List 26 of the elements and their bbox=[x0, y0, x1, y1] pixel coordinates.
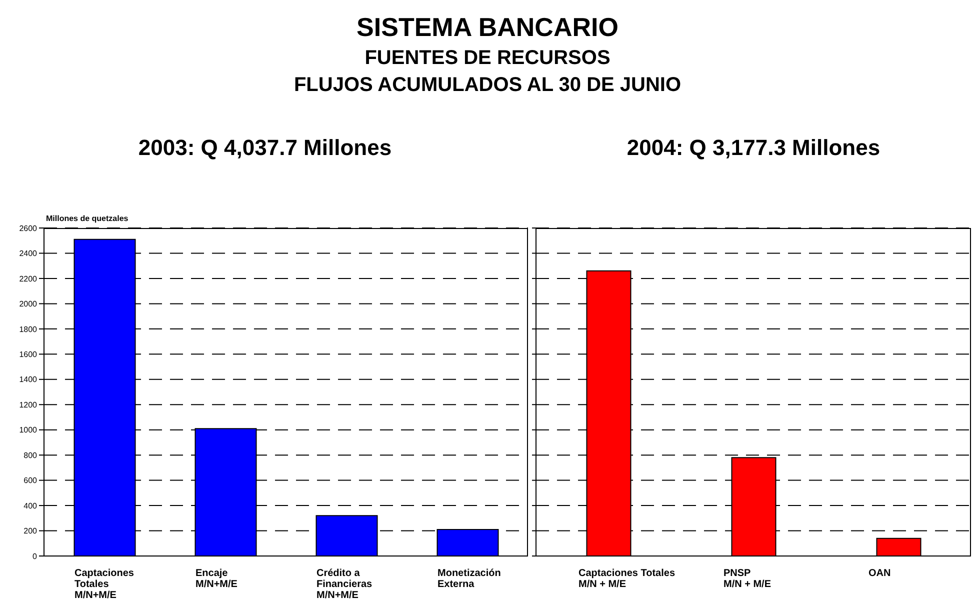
x-tick-label: Crédito a Financieras M/N+M/E bbox=[316, 568, 373, 601]
y-tick-label: 0 bbox=[32, 552, 38, 561]
y-tick-label: 1600 bbox=[19, 350, 38, 359]
chart-subtitle: FUENTES DE RECURSOS FLUJOS ACUMULADOS AL 30 DE JUNIO bbox=[292, 47, 682, 97]
y-tick-label: 1800 bbox=[19, 324, 38, 334]
y-axis-title: Millones de quetzales bbox=[46, 214, 128, 223]
x-tick-label: Captaciones Totales M/N+M/E bbox=[74, 568, 134, 601]
y-tick-label: 2600 bbox=[19, 224, 38, 233]
x-tick-label: Encaje M/N+M/E bbox=[196, 568, 238, 590]
y-tick-label: 600 bbox=[24, 476, 38, 486]
y-tick-label: 200 bbox=[24, 526, 38, 536]
y-tick-label: 1200 bbox=[19, 400, 38, 410]
y-tick-label: 800 bbox=[24, 450, 38, 460]
x-tick-label: PNSP M/N + M/E bbox=[724, 568, 772, 590]
x-tick-label: OAN bbox=[868, 568, 891, 579]
y-tick-label: 2400 bbox=[19, 249, 38, 258]
text: 2003: Q 4,037.7 Millones bbox=[137, 135, 393, 161]
y-tick-label: 2000 bbox=[19, 300, 38, 309]
chart-title: SISTEMA BANCARIO bbox=[356, 12, 620, 43]
x-tick-label: Captaciones Totales M/N + M/E bbox=[578, 568, 676, 590]
y-tick-label: 1000 bbox=[19, 426, 38, 435]
y-tick-label: 1400 bbox=[19, 375, 38, 384]
text: 2004: Q 3,177.3 Millones bbox=[626, 135, 882, 161]
y-tick-label: 2200 bbox=[19, 274, 38, 284]
x-tick-label: Monetización Externa bbox=[438, 568, 501, 590]
y-tick-label: 400 bbox=[24, 501, 38, 510]
